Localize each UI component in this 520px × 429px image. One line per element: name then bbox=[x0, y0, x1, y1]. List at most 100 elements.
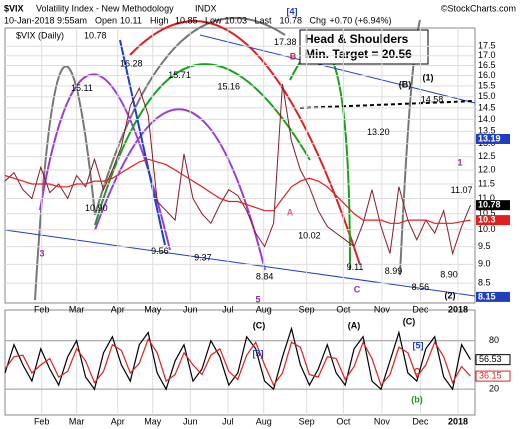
symbol: $VIX bbox=[4, 3, 24, 13]
price-tag bbox=[476, 200, 510, 211]
wave-label: B bbox=[290, 51, 297, 61]
price-label: 9.11 bbox=[347, 262, 364, 272]
value-tag bbox=[475, 354, 511, 366]
wave-label: A bbox=[287, 207, 294, 217]
wave-label: [3] bbox=[253, 348, 264, 358]
y-tick-label: 80 bbox=[489, 335, 499, 345]
annotation: Min. Target = 20.56 bbox=[305, 47, 412, 61]
quote-value: 10.85 bbox=[175, 15, 198, 25]
price-tag bbox=[476, 133, 510, 144]
datetime: 10-Jan-2018 9:55am bbox=[4, 15, 87, 25]
price-label: 8.56 bbox=[412, 282, 430, 292]
quote-label: Open bbox=[95, 15, 117, 25]
y-tick-label: 15.5 bbox=[478, 80, 496, 90]
wave-label: (2) bbox=[445, 290, 456, 300]
main-panel bbox=[4, 27, 476, 304]
x-tick-label: Jun bbox=[183, 304, 198, 314]
price-label: 17.38 bbox=[274, 37, 297, 47]
wave-label: C bbox=[354, 284, 361, 294]
x-tick-label: Dec bbox=[412, 304, 429, 314]
y-tick-label: 11.0 bbox=[478, 193, 495, 203]
x-tick-label: 2018 bbox=[448, 416, 468, 426]
annotation-box bbox=[299, 29, 429, 65]
x-tick-label: Aug bbox=[256, 416, 272, 426]
indicator-panel bbox=[4, 309, 476, 416]
price-label: 9.37 bbox=[194, 253, 212, 263]
price-label: 14.58 bbox=[421, 94, 444, 104]
x-tick-label: Sep bbox=[299, 304, 315, 314]
y-tick-label: 10.5 bbox=[478, 208, 496, 218]
price-label: 11.07 bbox=[451, 185, 473, 195]
legend-label: $VIX (Daily) bbox=[16, 30, 64, 40]
price-label: 10.90 bbox=[85, 203, 108, 213]
quote-label: Low bbox=[205, 15, 222, 25]
x-tick-label: May bbox=[144, 416, 162, 426]
x-tick-label: Apr bbox=[111, 416, 125, 426]
price-label: 8.90 bbox=[440, 269, 458, 279]
price-tag-label: 13.19 bbox=[478, 133, 501, 143]
x-tick-label: Sep bbox=[299, 416, 315, 426]
wave-label: 3 bbox=[39, 248, 44, 258]
quote-value: 10.03 bbox=[225, 15, 248, 25]
value-tag-label: 56.53 bbox=[479, 354, 502, 364]
x-tick-label: Oct bbox=[336, 416, 351, 426]
x-tick-label: Dec bbox=[412, 416, 429, 426]
exchange: INDX bbox=[195, 3, 217, 13]
wave-label: (1) bbox=[423, 72, 434, 82]
x-tick-label: 2018 bbox=[448, 304, 468, 314]
y-tick-label: 14.0 bbox=[478, 114, 496, 124]
quote-value: 10.11 bbox=[120, 15, 142, 25]
price-label: 13.20 bbox=[367, 127, 390, 137]
y-tick-label: 14.5 bbox=[478, 102, 496, 112]
x-tick-label: Jun bbox=[183, 416, 198, 426]
y-tick-label: 15.0 bbox=[478, 91, 496, 101]
y-tick-label: 11.5 bbox=[478, 178, 495, 188]
price-tag-label: 8.15 bbox=[478, 291, 496, 301]
x-tick-label: Apr bbox=[111, 304, 125, 314]
value-tag-label: 36.15 bbox=[479, 370, 502, 380]
price-line bbox=[4, 158, 471, 224]
y-tick-label: 16.0 bbox=[478, 70, 496, 80]
quote-label: High bbox=[150, 15, 169, 25]
price-label: 8.84 bbox=[256, 272, 274, 282]
x-tick-label: Jul bbox=[222, 304, 234, 314]
change-label: Chg bbox=[310, 15, 327, 25]
x-tick-label: Oct bbox=[336, 304, 351, 314]
price-label: 15.11 bbox=[71, 83, 93, 93]
x-tick-label: Aug bbox=[256, 304, 272, 314]
price-label: 16.28 bbox=[120, 58, 143, 68]
quote-label: Last bbox=[255, 15, 273, 25]
x-tick-label: Feb bbox=[34, 416, 50, 426]
wave-label: C bbox=[414, 366, 421, 376]
x-tick-label: Jul bbox=[222, 416, 234, 426]
wave-label: [4] bbox=[287, 6, 298, 16]
x-tick-label: Mar bbox=[69, 416, 85, 426]
price-label: 15.16 bbox=[218, 82, 241, 92]
wave-label: (C) bbox=[253, 320, 266, 330]
wave-label: 5 bbox=[255, 294, 260, 304]
change: +0.70 (+6.94%) bbox=[330, 15, 392, 25]
y-tick-label: 12.5 bbox=[478, 151, 496, 161]
y-tick-label: 13.5 bbox=[478, 126, 496, 136]
price-label: 9.56 bbox=[151, 246, 169, 256]
quote-value: 10.78 bbox=[280, 15, 303, 25]
annotation: Head & Shoulders bbox=[305, 32, 409, 46]
x-tick-label: May bbox=[144, 304, 162, 314]
price-tag-label: 10.3 bbox=[478, 214, 496, 224]
credit: ©StockCharts.com bbox=[441, 3, 516, 13]
wave-label: (B) bbox=[399, 79, 412, 89]
oscillator-line bbox=[4, 337, 471, 387]
x-tick-label: Mar bbox=[69, 304, 85, 314]
y-tick-label: 17.5 bbox=[478, 41, 496, 51]
wave-label: 1 bbox=[457, 157, 462, 167]
price-label: 10.02 bbox=[298, 231, 321, 241]
y-tick-label: 12.0 bbox=[478, 164, 496, 174]
y-tick-label: 8.5 bbox=[478, 277, 491, 287]
wave-label: (A) bbox=[348, 320, 361, 330]
wave-label: (b) bbox=[411, 394, 423, 404]
price-label: 8.99 bbox=[385, 266, 403, 276]
x-tick-label: Feb bbox=[34, 304, 50, 314]
y-tick-label: 9.5 bbox=[478, 241, 491, 251]
